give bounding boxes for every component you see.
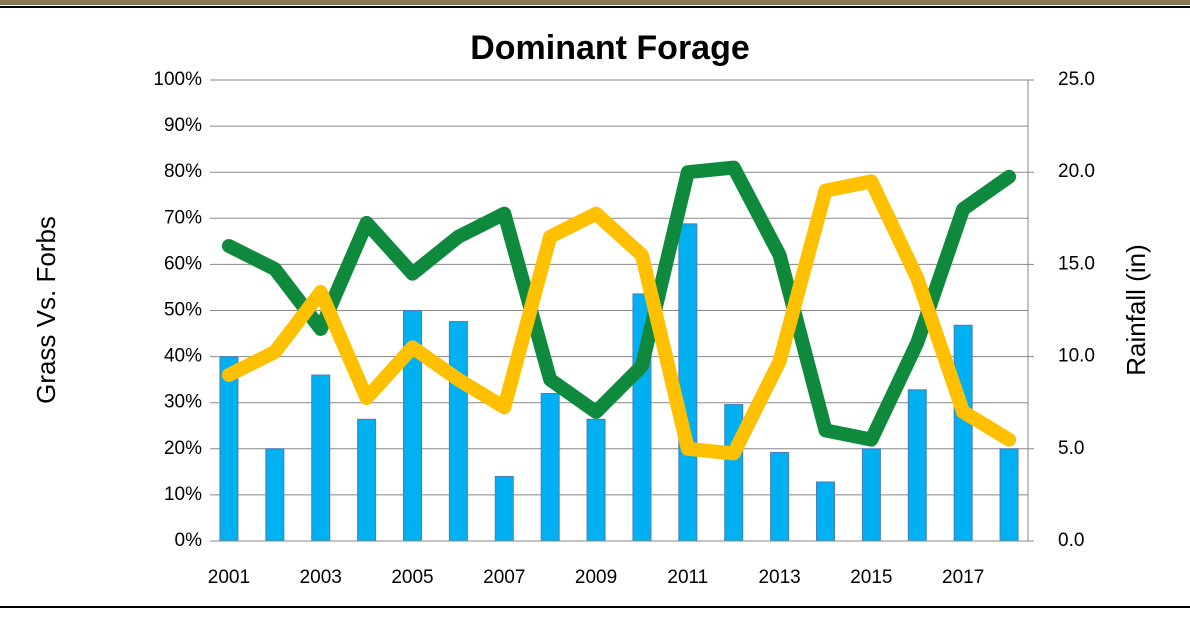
y-tick-label: 30% <box>164 392 202 413</box>
y-tick-label: 10% <box>164 484 202 505</box>
bar <box>357 418 377 542</box>
bar <box>999 448 1019 542</box>
photo-strip <box>0 0 1190 5</box>
y-tick-label: 0% <box>175 530 203 551</box>
y-tick-label: 80% <box>164 161 202 182</box>
y2-tick-label: 15.0 <box>1058 253 1095 274</box>
bar <box>907 389 927 542</box>
bar <box>816 481 835 542</box>
x-tick-label: 2017 <box>942 567 984 588</box>
y-tick-label: 20% <box>164 438 202 459</box>
x-tick-label: 2013 <box>758 567 800 588</box>
line <box>221 160 1017 447</box>
y-tick-label: 100% <box>153 69 202 90</box>
x-tick-label: 2011 <box>667 567 708 588</box>
bar <box>494 475 514 542</box>
bar <box>219 356 239 542</box>
x-tick-label: 2009 <box>575 567 617 588</box>
x-tick-label: 2005 <box>391 567 433 588</box>
bar <box>678 223 698 542</box>
y2-axis-label: Rainfall (in) <box>1121 244 1151 376</box>
bar <box>724 404 744 542</box>
y-tick-label: 60% <box>164 253 202 274</box>
y2-tick-label: 25.0 <box>1058 69 1095 90</box>
bar <box>586 418 606 542</box>
x-tick-label: 2015 <box>850 567 892 588</box>
y-tick-label: 40% <box>164 346 202 367</box>
y2-tick-label: 5.0 <box>1058 438 1084 459</box>
x-tick-label: 2001 <box>208 567 250 588</box>
bar <box>540 392 560 542</box>
y-tick-label: 90% <box>164 115 202 136</box>
x-tick-label: 2003 <box>300 567 342 588</box>
bar <box>953 324 973 542</box>
chart-title: Dominant Forage <box>470 29 750 67</box>
y-tick-label: 50% <box>164 300 202 321</box>
bar <box>861 448 881 542</box>
bar <box>770 451 790 542</box>
bar <box>311 374 331 542</box>
y2-tick-label: 0.0 <box>1058 530 1084 551</box>
line <box>221 174 1017 461</box>
y-axis-label: Grass Vs. Forbs <box>31 216 61 404</box>
y-tick-label: 70% <box>164 207 202 228</box>
bar <box>265 448 285 542</box>
bar <box>448 321 468 542</box>
y2-tick-label: 20.0 <box>1058 161 1095 182</box>
y2-tick-label: 10.0 <box>1058 346 1095 367</box>
x-tick-label: 2007 <box>483 567 525 588</box>
